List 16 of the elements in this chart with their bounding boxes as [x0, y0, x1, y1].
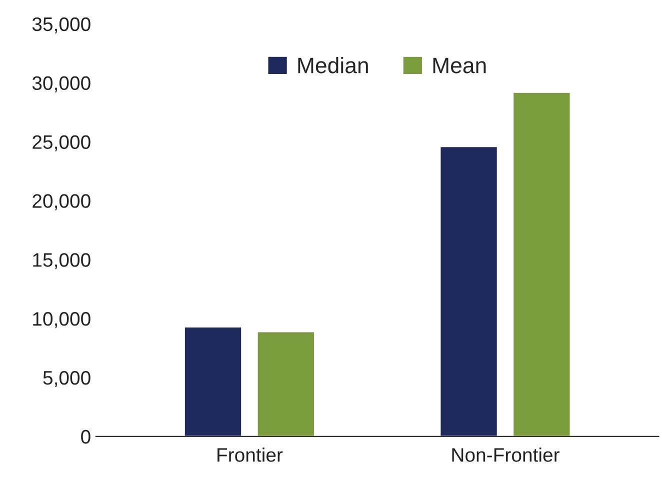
legend-label: Median	[298, 57, 368, 74]
y-tick-label: 5,000	[43, 370, 90, 388]
legend-label: Mean	[433, 58, 486, 74]
bar	[512, 92, 572, 436]
y-tick-label: 15,000	[33, 253, 90, 270]
y-tick-label: 25,000	[32, 135, 90, 152]
bar	[439, 146, 498, 436]
bar	[256, 330, 316, 436]
y-tick-label: 35,000	[32, 17, 90, 34]
bar	[184, 326, 242, 436]
y-tick-label: 10,000	[33, 312, 90, 328]
x-tick-label: Frontier	[218, 448, 283, 462]
y-tick-label: 30,000	[32, 76, 90, 92]
y-tick-label: 0	[81, 430, 90, 444]
y-tick-label: 20,000	[32, 194, 90, 210]
x-tick-label: Non-Frontier	[452, 448, 560, 462]
